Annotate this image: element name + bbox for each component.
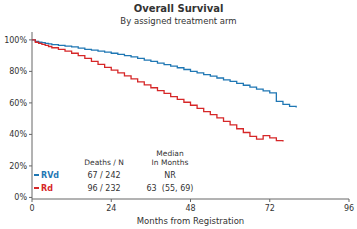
legend-swatch — [34, 187, 39, 189]
chart: Overall Survival By assigned treatment ar… — [0, 0, 357, 229]
y-tick — [29, 39, 32, 40]
title: Overall Survival — [134, 3, 224, 14]
table-header-line: In Months — [152, 158, 189, 167]
table-deaths-n: 67 / 242 — [87, 171, 120, 180]
km-curve — [32, 40, 283, 142]
x-tick — [32, 199, 33, 202]
table-header: MedianIn Months — [152, 149, 189, 167]
subtitle: By assigned treatment arm — [120, 16, 236, 26]
y-tick — [29, 134, 32, 135]
legend-label: Rd — [41, 184, 53, 193]
km-curve — [32, 40, 296, 108]
legend-label: RVd — [41, 171, 59, 180]
background — [0, 0, 357, 229]
x-tick — [269, 199, 270, 202]
y-tick — [29, 71, 32, 72]
legend-swatch — [34, 174, 39, 176]
x-tick-label: 72 — [265, 204, 275, 213]
y-tick — [29, 165, 32, 166]
table-header-line: Median — [156, 149, 184, 158]
x-tick-label: 24 — [106, 204, 116, 213]
table-deaths-n: 96 / 232 — [87, 184, 120, 193]
y-tick-label: 80% — [9, 67, 27, 76]
x-tick — [190, 199, 191, 202]
y-tick-label: 60% — [9, 99, 27, 108]
x-tick-label: 96 — [344, 204, 354, 213]
table-median: 63 (55, 69) — [147, 184, 194, 193]
y-tick — [29, 102, 32, 103]
table-median: NR — [164, 171, 176, 180]
x-tick — [111, 199, 112, 202]
curves — [32, 40, 296, 142]
x-tick-label: 48 — [185, 204, 195, 213]
y-tick — [29, 197, 32, 198]
y-tick-label: 0% — [14, 193, 27, 202]
y-tick-label: 100% — [4, 36, 27, 45]
x-tick — [349, 199, 350, 202]
x-tick-label: 0 — [29, 204, 34, 213]
y-tick-label: 20% — [9, 162, 27, 171]
x-axis-label: Months from Registration — [137, 216, 245, 226]
y-axis-line — [32, 32, 33, 199]
table-header: Deaths / N — [84, 158, 124, 167]
y-tick-label: 40% — [9, 130, 27, 139]
